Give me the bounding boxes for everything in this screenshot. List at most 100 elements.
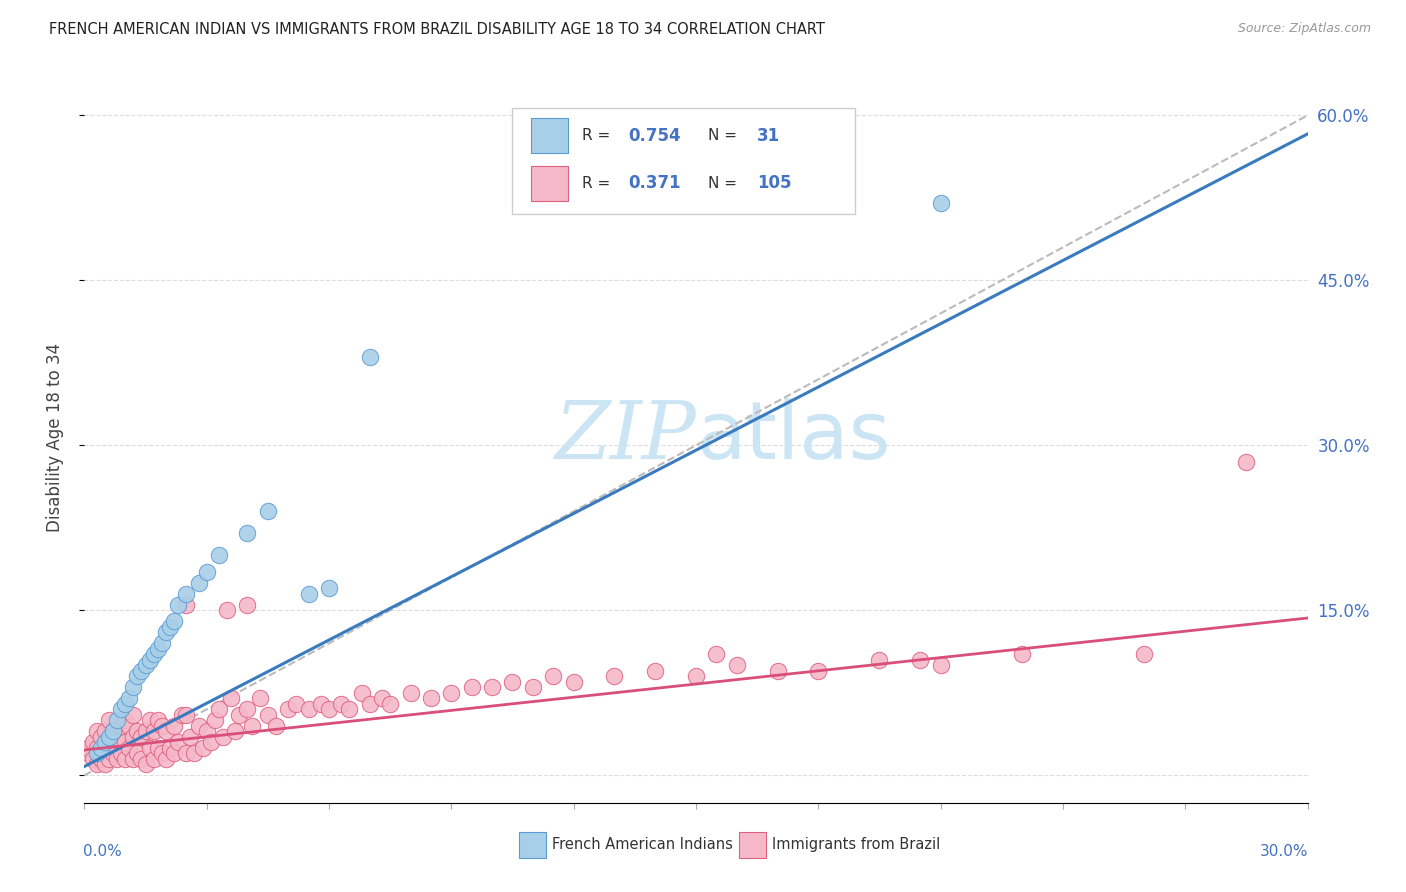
- Point: [146, 740, 169, 755]
- Point: [298, 702, 321, 716]
- Point: [163, 615, 186, 629]
- Point: [118, 691, 141, 706]
- Point: [110, 702, 132, 716]
- Point: [187, 575, 209, 590]
- Y-axis label: Disability Age 18 to 34: Disability Age 18 to 34: [45, 343, 63, 532]
- Point: [179, 730, 201, 744]
- Point: [131, 752, 153, 766]
- Point: [257, 707, 280, 722]
- Point: [603, 669, 626, 683]
- Text: 0.371: 0.371: [628, 174, 682, 193]
- FancyBboxPatch shape: [513, 108, 855, 214]
- Point: [725, 658, 748, 673]
- Point: [82, 735, 104, 749]
- Point: [174, 598, 197, 612]
- Point: [174, 747, 197, 761]
- Point: [208, 702, 231, 716]
- Point: [138, 653, 160, 667]
- Point: [562, 674, 585, 689]
- Point: [118, 719, 141, 733]
- Text: FRENCH AMERICAN INDIAN VS IMMIGRANTS FROM BRAZIL DISABILITY AGE 18 TO 34 CORRELA: FRENCH AMERICAN INDIAN VS IMMIGRANTS FRO…: [49, 22, 825, 37]
- Text: N =: N =: [709, 128, 742, 144]
- Point: [195, 565, 218, 579]
- Point: [350, 686, 373, 700]
- Point: [236, 702, 259, 716]
- Point: [155, 724, 177, 739]
- Point: [86, 724, 108, 739]
- FancyBboxPatch shape: [531, 118, 568, 153]
- Point: [131, 730, 153, 744]
- Point: [204, 714, 226, 728]
- Point: [309, 697, 332, 711]
- Point: [318, 582, 340, 596]
- Point: [1133, 648, 1156, 662]
- Point: [110, 719, 132, 733]
- Point: [929, 196, 952, 211]
- Text: 0.0%: 0.0%: [83, 845, 122, 860]
- Point: [174, 707, 197, 722]
- Point: [163, 719, 186, 733]
- Point: [97, 752, 120, 766]
- Text: 31: 31: [758, 127, 780, 145]
- Text: 30.0%: 30.0%: [1260, 845, 1309, 860]
- Text: Immigrants from Brazil: Immigrants from Brazil: [772, 837, 941, 852]
- Point: [910, 653, 932, 667]
- Point: [127, 669, 149, 683]
- Point: [339, 702, 361, 716]
- Point: [167, 598, 190, 612]
- Point: [200, 735, 222, 749]
- Point: [97, 735, 120, 749]
- Point: [257, 504, 280, 518]
- Point: [114, 752, 136, 766]
- Point: [502, 674, 524, 689]
- Text: R =: R =: [582, 128, 616, 144]
- Point: [101, 747, 124, 761]
- Text: French American Indians: French American Indians: [551, 837, 733, 852]
- Point: [101, 724, 124, 739]
- Text: ZIP: ZIP: [554, 399, 696, 475]
- Point: [97, 714, 120, 728]
- Point: [359, 697, 381, 711]
- Point: [110, 747, 132, 761]
- Point: [228, 707, 250, 722]
- FancyBboxPatch shape: [519, 832, 546, 858]
- Point: [440, 686, 463, 700]
- Point: [93, 735, 115, 749]
- Point: [163, 747, 186, 761]
- Point: [127, 747, 149, 761]
- Point: [146, 641, 169, 656]
- Point: [359, 351, 381, 365]
- Point: [118, 740, 141, 755]
- Point: [330, 697, 353, 711]
- Point: [142, 752, 165, 766]
- Point: [224, 724, 246, 739]
- Text: R =: R =: [582, 176, 616, 191]
- Text: atlas: atlas: [696, 398, 890, 476]
- Point: [766, 664, 789, 678]
- Point: [208, 549, 231, 563]
- Point: [101, 724, 124, 739]
- Point: [195, 724, 218, 739]
- Point: [114, 714, 136, 728]
- Point: [264, 719, 287, 733]
- Point: [522, 681, 544, 695]
- Point: [380, 697, 402, 711]
- Point: [90, 752, 112, 766]
- Point: [131, 664, 153, 678]
- Point: [122, 730, 145, 744]
- Point: [1236, 455, 1258, 469]
- Point: [285, 697, 308, 711]
- Point: [420, 691, 443, 706]
- Point: [77, 740, 100, 755]
- Point: [127, 724, 149, 739]
- Point: [90, 740, 112, 755]
- Point: [399, 686, 422, 700]
- Point: [172, 707, 194, 722]
- Point: [105, 752, 128, 766]
- Point: [86, 747, 108, 761]
- Point: [236, 526, 259, 541]
- Point: [644, 664, 666, 678]
- Point: [212, 730, 235, 744]
- Point: [236, 598, 259, 612]
- Point: [93, 740, 115, 755]
